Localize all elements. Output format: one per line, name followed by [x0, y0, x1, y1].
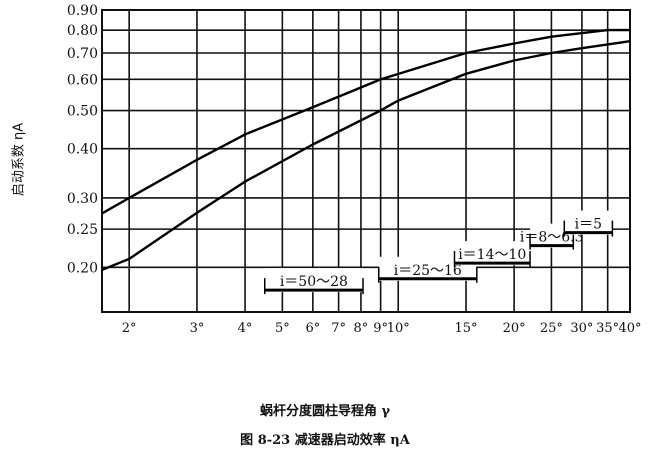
ratio-range-label: i＝25～16 [394, 263, 462, 279]
y-tick-label: 0.50 [67, 104, 98, 120]
x-tick-label: 35° [596, 321, 619, 336]
series-line-1 [101, 28, 630, 215]
x-tick-label: 25° [540, 321, 563, 336]
y-tick-label: 0.25 [67, 222, 98, 238]
y-tick-label: 0.80 [67, 23, 98, 39]
series-line-2 [101, 40, 631, 272]
x-tick-label: 20° [503, 321, 526, 336]
x-tick-label: 30° [570, 321, 593, 336]
figure-caption: 图 8-23 减速器启动效率 ηA [240, 433, 410, 448]
y-tick-label: 0.40 [67, 142, 98, 158]
x-tick-label: 40° [618, 321, 641, 336]
ratio-range-label: i＝50～28 [280, 274, 348, 290]
x-tick-label: 9° [373, 321, 388, 336]
y-tick-label: 0.90 [67, 3, 98, 19]
y-tick-label: 0.60 [67, 72, 98, 88]
x-tick-label: 15° [455, 321, 478, 336]
ratio-range-label: i＝5 [575, 217, 602, 233]
range-bg [264, 268, 364, 293]
y-tick-label: 0.70 [67, 46, 98, 62]
ratio-range-label: i＝14～10 [458, 247, 526, 263]
y-tick-label: 0.30 [67, 191, 98, 207]
y-tick-label: 0.20 [67, 260, 98, 276]
x-axis-label: 蜗杆分度圆柱导程角 γ [259, 404, 391, 419]
range-bg [564, 210, 613, 235]
x-tick-label: 3° [190, 321, 205, 336]
range-bg [454, 241, 531, 266]
x-tick-label: 4° [238, 321, 253, 336]
y-axis-label: 启动系数 ηA [11, 122, 27, 197]
x-tick-label: 5° [275, 321, 290, 336]
x-tick-label: 10° [387, 321, 410, 336]
x-tick-label: 2° [122, 321, 137, 336]
x-tick-label: 8° [354, 321, 369, 336]
x-tick-label: 6° [305, 321, 320, 336]
x-tick-label: 7° [331, 321, 346, 336]
